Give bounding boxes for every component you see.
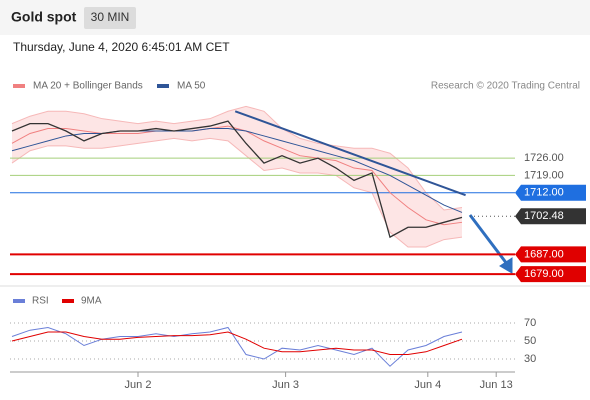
legend-swatch [157,84,169,88]
trendline [234,110,466,197]
level-label: 1719.00 [524,169,564,181]
ma-line [11,125,463,226]
bollinger-upper [11,105,463,211]
x-tick-label: Jun 13 [480,379,513,391]
interval: 30 MIN [91,10,130,24]
x-tick-label: Jun 3 [272,379,299,391]
y-tick-label: 30 [524,353,536,365]
legend-swatch [13,84,25,88]
level-label: 1679.00 [524,268,564,280]
legend-label: 9MA [81,296,102,307]
y-tick-label: 50 [524,335,536,347]
level-label: 1726.00 [524,152,564,164]
level-tag [515,208,586,225]
rsi-line [11,331,463,355]
bollinger-band [12,106,462,247]
price-line [11,120,463,239]
x-tick-label: Jun 2 [125,379,152,391]
legend-label: RSI [32,296,49,307]
timestamp: Thursday, June 4, 2020 6:45:01 AM CET [13,40,230,54]
forecast-arrow [468,214,509,265]
credit: Research © 2020 Trading Central [431,81,580,92]
ma-line [11,128,463,213]
level-label: 1702.48 [524,210,564,222]
level-tag [515,246,586,263]
legend-swatch [13,299,25,303]
level-label: 1687.00 [524,248,564,260]
legend-label: MA 50 [177,81,206,92]
interval-badge[interactable] [84,7,136,29]
legend-swatch [62,299,74,303]
level-label: 1712.00 [524,187,564,199]
x-tick-label: Jun 4 [414,379,441,391]
level-tag [515,184,586,201]
legend-label: MA 20 + Bollinger Bands [33,81,143,92]
level-tag [515,266,586,283]
rsi-line [11,326,463,367]
title: Gold spot [11,9,77,25]
y-tick-label: 70 [524,317,536,329]
